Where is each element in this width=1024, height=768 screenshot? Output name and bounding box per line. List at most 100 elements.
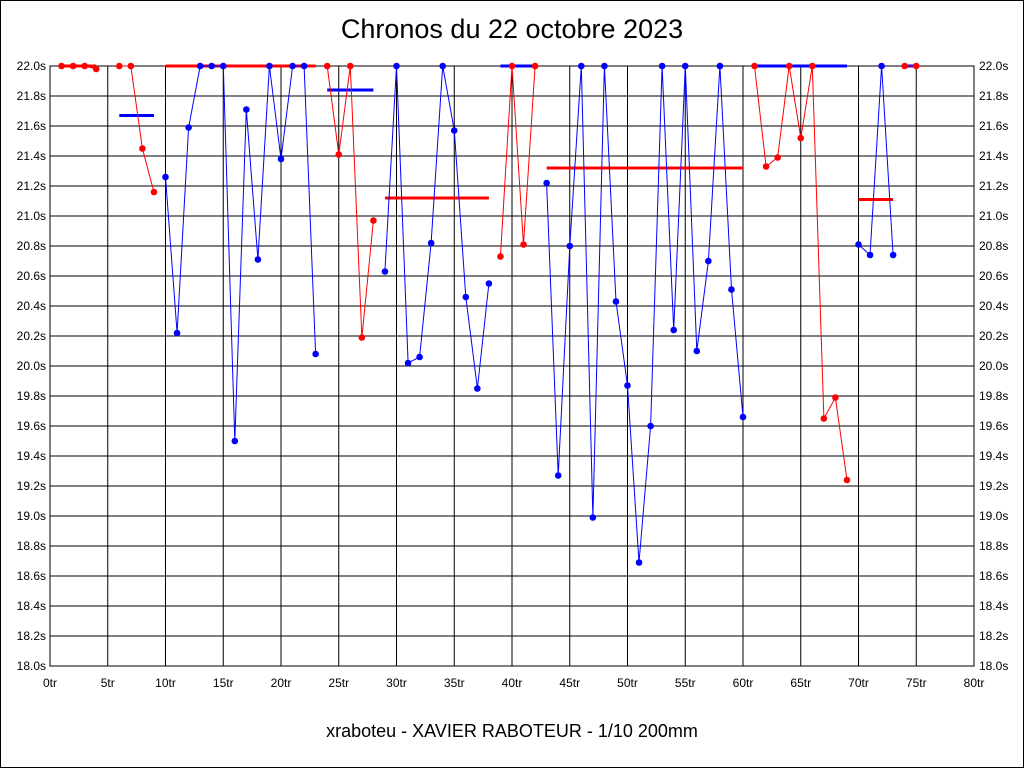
y-tick-label-right: 21.8s <box>979 89 1008 103</box>
data-point <box>497 253 504 260</box>
data-point <box>173 329 181 337</box>
data-point <box>878 62 885 70</box>
y-tick-label-right: 18.6s <box>979 569 1008 583</box>
chart-footer: xraboteu - XAVIER RABOTEUR - 1/10 200mm <box>326 721 698 741</box>
series-line <box>119 65 155 193</box>
data-point <box>728 286 735 293</box>
series-lines <box>61 65 917 563</box>
x-tick-label: 55tr <box>675 676 696 690</box>
y-tick-label-right: 20.0s <box>979 359 1008 373</box>
y-tick-label-left: 19.2s <box>17 479 46 493</box>
data-point <box>751 62 758 70</box>
data-point <box>635 559 643 566</box>
y-tick-label-right: 21.6s <box>979 119 1008 133</box>
data-point <box>381 268 389 275</box>
data-point <box>335 151 343 158</box>
data-point <box>450 127 458 134</box>
data-point <box>601 62 608 70</box>
y-tick-label-right: 18.2s <box>979 629 1008 643</box>
y-tick-label-right: 18.8s <box>979 539 1008 553</box>
series-line <box>858 65 894 257</box>
x-tick-label: 60tr <box>733 676 754 690</box>
data-point <box>116 62 123 70</box>
y-tick-label-left: 18.4s <box>17 599 46 613</box>
data-point <box>681 62 689 70</box>
data-point <box>427 239 435 247</box>
data-point <box>92 65 100 73</box>
y-tick-label-left: 20.6s <box>17 269 46 283</box>
y-tick-label-right: 20.8s <box>979 239 1008 253</box>
y-tick-label-left: 22.0s <box>17 59 46 73</box>
data-point <box>416 353 423 361</box>
data-point <box>658 62 666 70</box>
y-tick-label-right: 19.0s <box>979 509 1008 523</box>
y-tick-label-left: 19.8s <box>17 389 46 403</box>
data-point <box>266 62 273 70</box>
y-tick-label-left: 19.4s <box>17 449 46 463</box>
y-tick-label-left: 20.8s <box>17 239 46 253</box>
y-tick-label-left: 19.0s <box>17 509 46 523</box>
data-point <box>185 124 192 131</box>
data-point <box>347 62 354 70</box>
data-point <box>358 334 366 341</box>
data-point <box>531 62 539 70</box>
x-tick-label: 75tr <box>906 676 927 690</box>
data-point <box>762 163 770 170</box>
data-point <box>219 62 227 70</box>
data-point <box>485 280 493 287</box>
y-tick-label-right: 20.4s <box>979 299 1008 313</box>
x-tick-label: 10tr <box>155 676 176 690</box>
y-tick-label-left: 21.4s <box>17 149 46 163</box>
data-point <box>566 242 574 250</box>
data-point <box>889 251 897 259</box>
data-point <box>323 62 331 70</box>
y-tick-label-left: 18.8s <box>17 539 46 553</box>
data-point <box>785 62 793 70</box>
series-line <box>326 65 374 338</box>
data-point <box>820 415 828 422</box>
y-tick-label-left: 18.6s <box>17 569 46 583</box>
x-tick-label: 20tr <box>271 676 292 690</box>
y-tick-label-left: 18.0s <box>17 659 46 673</box>
data-point <box>797 134 805 142</box>
data-point <box>127 62 135 70</box>
y-tick-label-right: 19.4s <box>979 449 1008 463</box>
data-point <box>912 62 920 70</box>
data-point <box>809 62 816 70</box>
data-point <box>705 257 712 265</box>
data-point <box>289 62 296 70</box>
x-tick-label: 40tr <box>502 676 523 690</box>
data-point <box>739 413 747 421</box>
y-tick-label-right: 22.0s <box>979 59 1008 73</box>
data-point <box>312 350 319 358</box>
data-point <box>624 382 631 389</box>
y-tick-label-right: 21.0s <box>979 209 1008 223</box>
data-point <box>231 437 239 445</box>
data-point <box>508 62 516 70</box>
data-point <box>612 298 620 305</box>
data-point <box>150 188 158 196</box>
y-tick-label-left: 21.8s <box>17 89 46 103</box>
y-tick-label-left: 21.6s <box>17 119 46 133</box>
x-tick-label: 25tr <box>328 676 349 690</box>
data-point <box>589 514 597 521</box>
data-point <box>670 326 677 334</box>
y-tick-label-right: 21.2s <box>979 179 1008 193</box>
x-tick-label: 65tr <box>790 676 811 690</box>
y-tick-label-left: 20.2s <box>17 329 46 343</box>
y-tick-label-right: 18.0s <box>979 659 1008 673</box>
data-point <box>693 347 701 355</box>
data-point <box>439 62 447 70</box>
data-point <box>254 256 262 263</box>
y-tick-label-right: 20.2s <box>979 329 1008 343</box>
series-line <box>384 65 490 389</box>
y-tick-label-left: 20.4s <box>17 299 46 313</box>
y-tick-label-left: 20.0s <box>17 359 46 373</box>
data-point <box>404 359 412 367</box>
y-tick-label-left: 19.6s <box>17 419 46 433</box>
data-point <box>58 62 65 70</box>
data-points <box>58 62 920 566</box>
data-point <box>832 394 839 401</box>
x-tick-label: 5tr <box>101 676 115 690</box>
